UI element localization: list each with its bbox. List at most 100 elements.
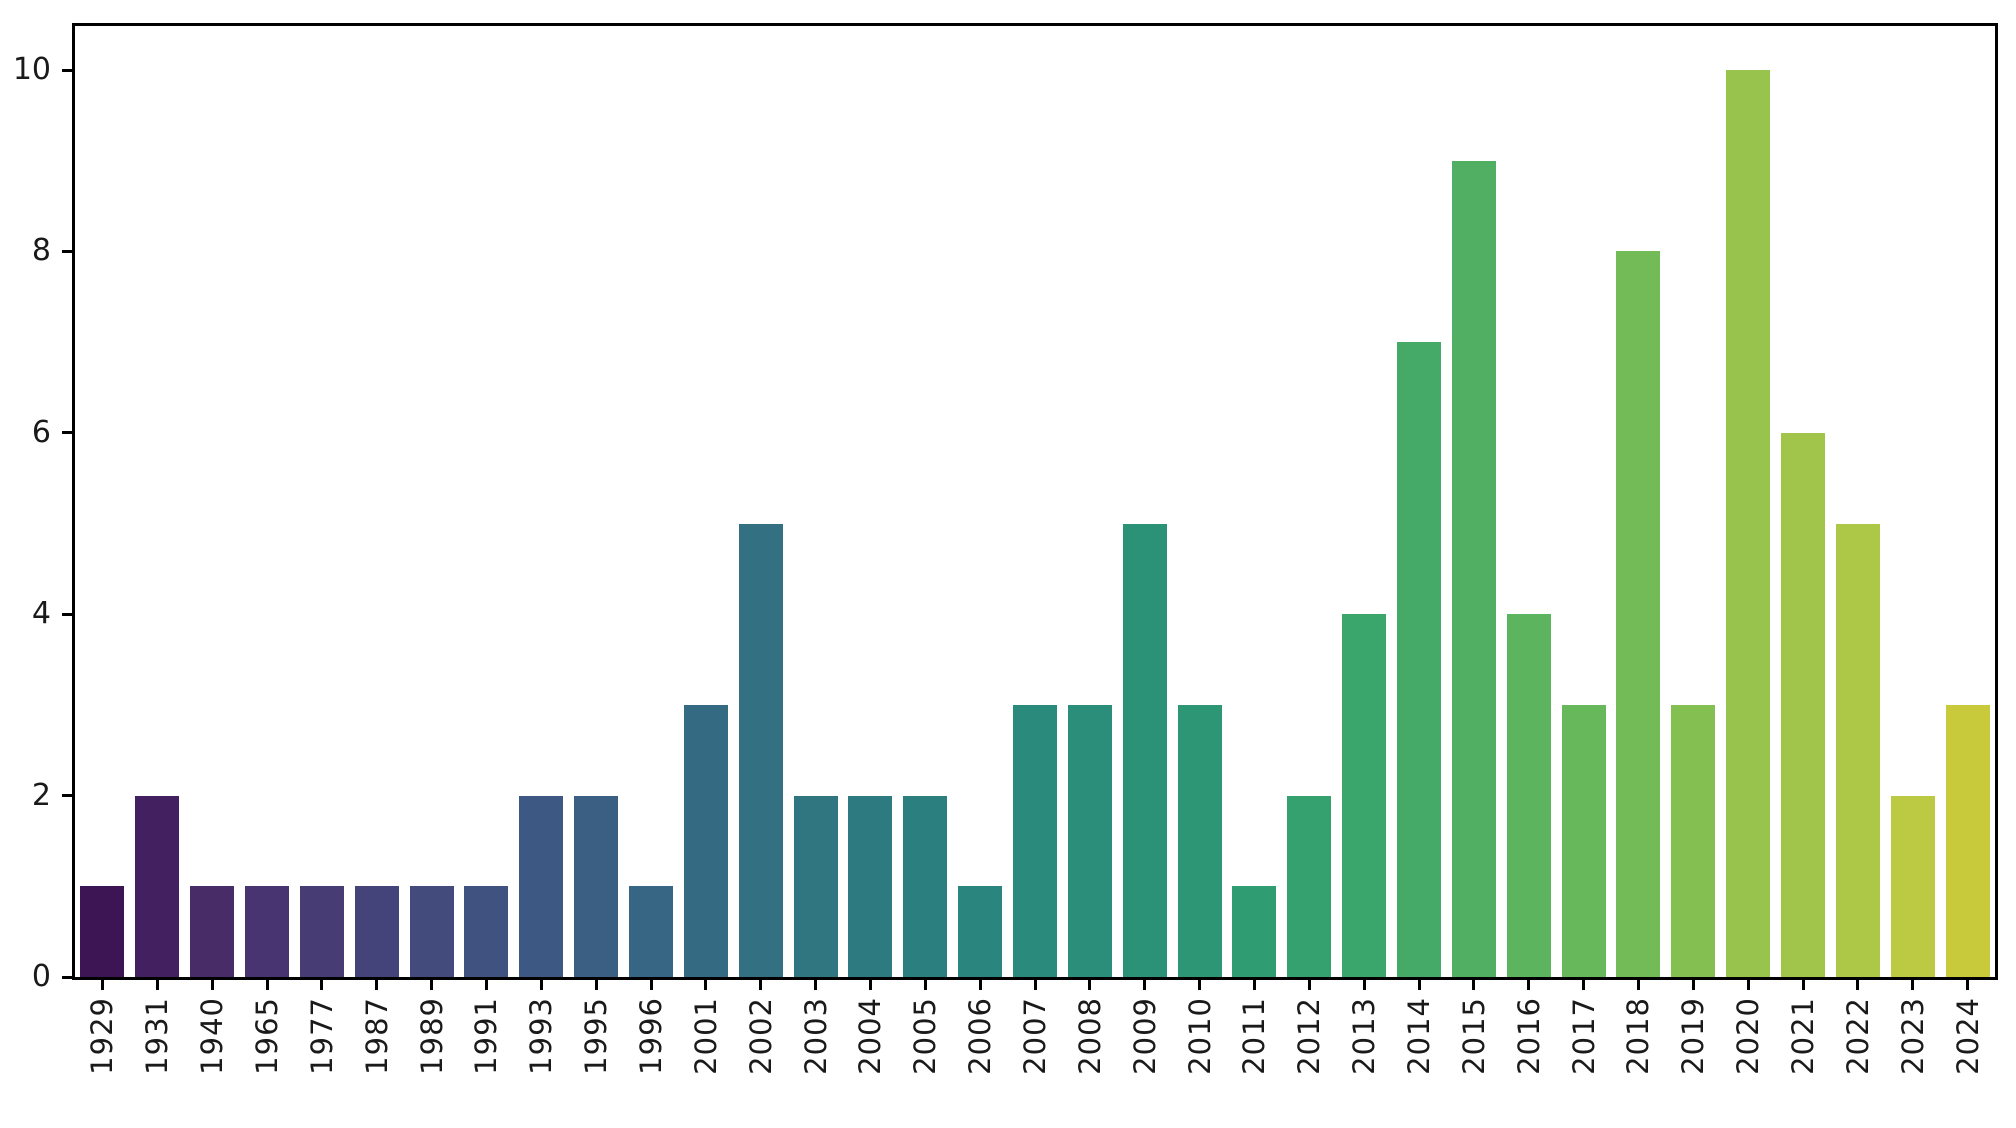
x-tick-label-2017: 2017 bbox=[1566, 997, 1601, 1075]
bar-2018 bbox=[1616, 251, 1661, 977]
bar-2005 bbox=[903, 795, 948, 977]
x-tick-mark-2005 bbox=[923, 980, 927, 990]
x-tick-label-2009: 2009 bbox=[1127, 997, 1162, 1075]
bar-1977 bbox=[299, 886, 344, 977]
y-tick-mark-6 bbox=[62, 431, 72, 435]
x-tick-mark-2010 bbox=[1198, 980, 1202, 990]
y-tick-mark-0 bbox=[62, 975, 72, 979]
x-tick-mark-2013 bbox=[1362, 980, 1366, 990]
x-tick-mark-1995 bbox=[594, 980, 598, 990]
x-tick-mark-2023 bbox=[1911, 980, 1915, 990]
x-tick-label-2016: 2016 bbox=[1511, 997, 1546, 1075]
x-tick-mark-1993 bbox=[539, 980, 543, 990]
bar-1991 bbox=[464, 886, 509, 977]
bar-2008 bbox=[1067, 704, 1112, 977]
x-tick-mark-1929 bbox=[100, 980, 104, 990]
bar-1996 bbox=[629, 886, 673, 977]
y-tick-mark-8 bbox=[62, 249, 72, 253]
x-tick-mark-2018 bbox=[1636, 980, 1640, 990]
bar-2023 bbox=[1890, 795, 1935, 977]
x-tick-mark-1931 bbox=[155, 980, 159, 990]
y-tick-label-2: 2 bbox=[31, 777, 51, 813]
bar-1989 bbox=[409, 886, 454, 977]
x-tick-mark-2007 bbox=[1033, 980, 1037, 990]
x-tick-label-2020: 2020 bbox=[1731, 997, 1766, 1075]
bar-2012 bbox=[1287, 795, 1332, 977]
bar-2017 bbox=[1561, 704, 1606, 977]
x-tick-label-1929: 1929 bbox=[85, 997, 120, 1075]
x-tick-mark-2021 bbox=[1801, 980, 1805, 990]
y-tick-label-4: 4 bbox=[31, 596, 51, 632]
x-tick-label-2015: 2015 bbox=[1456, 997, 1491, 1075]
x-tick-label-2003: 2003 bbox=[798, 997, 833, 1075]
x-tick-label-1995: 1995 bbox=[579, 997, 614, 1075]
bar-2001 bbox=[683, 704, 728, 977]
bar-1993 bbox=[519, 795, 564, 977]
bar-2004 bbox=[848, 795, 893, 977]
y-tick-label-8: 8 bbox=[31, 233, 51, 269]
bar-1995 bbox=[574, 795, 619, 977]
x-tick-mark-2012 bbox=[1307, 980, 1311, 990]
plot-area: 1929 1931 1940 1965 1977 1987 1989 1991 1993 1995… bbox=[13, 23, 1998, 1075]
bar-2021 bbox=[1781, 432, 1825, 977]
bar-2007 bbox=[1013, 704, 1057, 977]
x-tick-label-2012: 2012 bbox=[1292, 997, 1327, 1075]
x-tick-label-1940: 1940 bbox=[195, 997, 230, 1075]
x-tick-label-2022: 2022 bbox=[1840, 997, 1875, 1075]
bar-2019 bbox=[1671, 704, 1716, 977]
bar-2006 bbox=[958, 886, 1003, 977]
x-tick-label-1977: 1977 bbox=[304, 997, 339, 1075]
bar-1965 bbox=[245, 886, 289, 977]
x-tick-label-2011: 2011 bbox=[1237, 997, 1272, 1075]
y-tick-mark-10 bbox=[62, 68, 72, 72]
x-tick-label-1996: 1996 bbox=[634, 997, 668, 1075]
y-tick-mark-2 bbox=[62, 794, 72, 798]
x-tick-mark-2019 bbox=[1691, 980, 1695, 990]
x-tick-mark-2008 bbox=[1088, 980, 1092, 990]
x-tick-mark-2001 bbox=[704, 980, 708, 990]
x-tick-mark-1996 bbox=[649, 980, 653, 990]
bar-2011 bbox=[1232, 886, 1277, 977]
x-tick-mark-1991 bbox=[484, 980, 488, 990]
x-tick-mark-2003 bbox=[814, 980, 818, 990]
x-tick-label-1989: 1989 bbox=[414, 997, 449, 1075]
bar-2010 bbox=[1177, 704, 1222, 977]
x-tick-label-2023: 2023 bbox=[1895, 997, 1930, 1075]
x-tick-mark-2004 bbox=[868, 980, 872, 990]
x-tick-mark-2017 bbox=[1582, 980, 1586, 990]
x-tick-label-2013: 2013 bbox=[1347, 997, 1382, 1075]
x-tick-label-1991: 1991 bbox=[469, 997, 504, 1075]
x-tick-mark-2009 bbox=[1143, 980, 1147, 990]
x-tick-label-2004: 2004 bbox=[853, 997, 888, 1075]
x-tick-label-2006: 2006 bbox=[963, 997, 998, 1075]
x-tick-label-2001: 2001 bbox=[688, 997, 723, 1075]
bar-2014 bbox=[1397, 342, 1441, 977]
bar-2016 bbox=[1506, 614, 1551, 977]
x-tick-label-1965: 1965 bbox=[250, 997, 284, 1075]
bar-1940 bbox=[190, 886, 235, 977]
bar-2020 bbox=[1726, 70, 1771, 977]
bar-2002 bbox=[738, 523, 783, 977]
x-tick-label-2018: 2018 bbox=[1621, 997, 1656, 1075]
bar-2024 bbox=[1945, 704, 1990, 977]
x-tick-mark-1977 bbox=[320, 980, 324, 990]
x-tick-mark-2020 bbox=[1746, 980, 1750, 990]
bar-2022 bbox=[1835, 523, 1880, 977]
bar-2013 bbox=[1342, 614, 1387, 977]
x-tick-mark-1989 bbox=[430, 980, 434, 990]
x-tick-label-1931: 1931 bbox=[140, 997, 175, 1075]
x-tick-mark-2024 bbox=[1966, 980, 1970, 990]
y-tick-label-0: 0 bbox=[31, 959, 51, 994]
x-tick-label-2019: 2019 bbox=[1676, 997, 1711, 1075]
x-tick-label-2002: 2002 bbox=[743, 997, 778, 1075]
y-tick-mark-4 bbox=[62, 612, 72, 616]
x-tick-mark-1965 bbox=[265, 980, 269, 990]
x-tick-label-2005: 2005 bbox=[908, 997, 943, 1075]
x-tick-mark-2022 bbox=[1856, 980, 1860, 990]
y-tick-label-10: 10 bbox=[12, 52, 51, 87]
x-tick-mark-1987 bbox=[375, 980, 379, 990]
x-tick-label-2021: 2021 bbox=[1786, 997, 1820, 1075]
x-tick-mark-2016 bbox=[1527, 980, 1531, 990]
x-tick-mark-1940 bbox=[210, 980, 214, 990]
